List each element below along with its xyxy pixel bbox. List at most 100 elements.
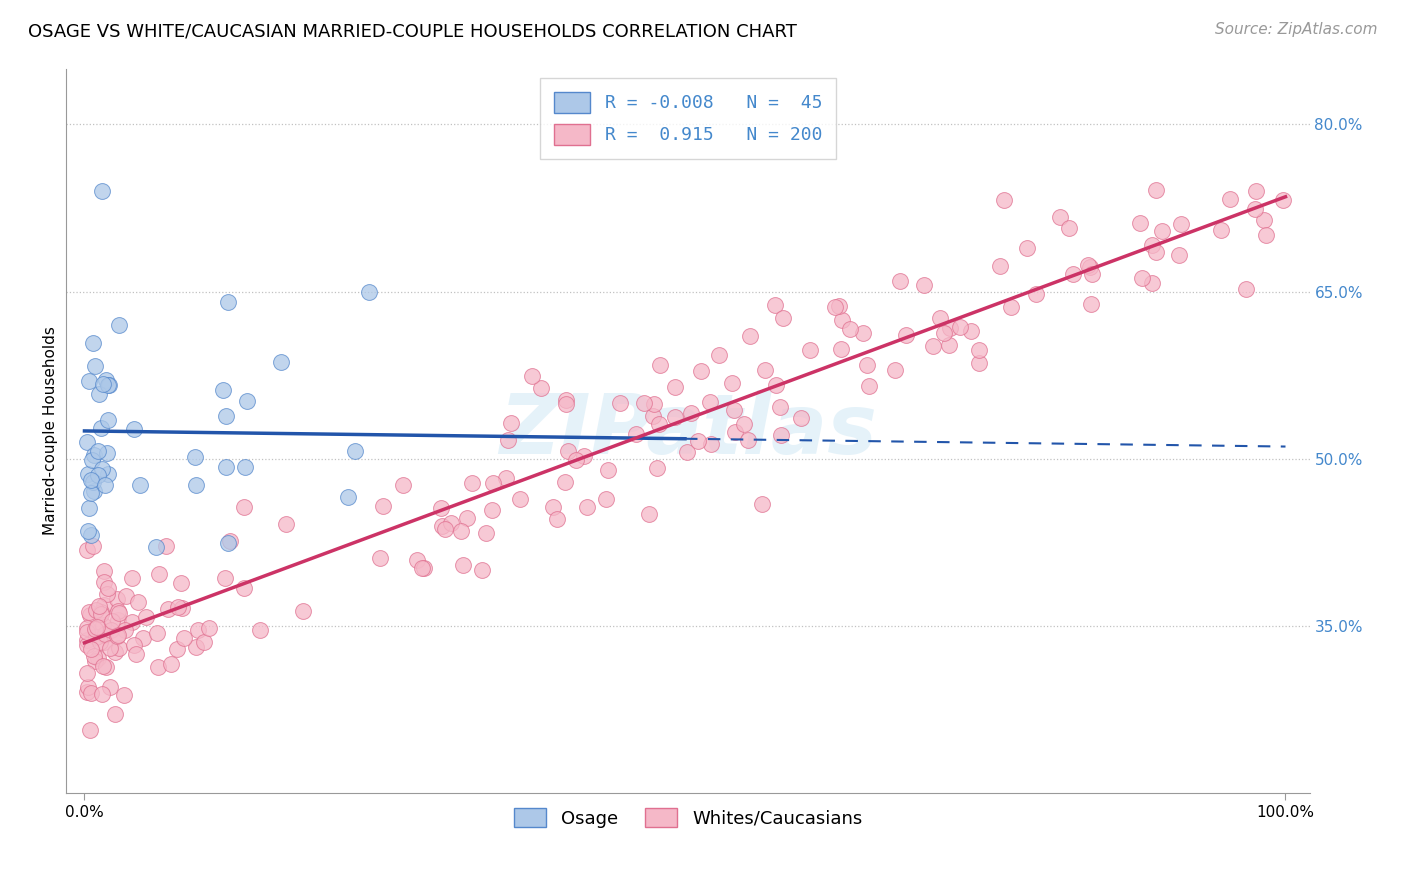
Point xyxy=(91,184,114,198)
Point xyxy=(170,576,193,591)
Point xyxy=(959,324,981,338)
Legend: Osage, Whites/Caucasians: Osage, Whites/Caucasians xyxy=(506,801,869,835)
Point xyxy=(146,626,169,640)
Point xyxy=(107,613,129,627)
Point xyxy=(97,378,120,392)
Point xyxy=(80,528,103,542)
Point xyxy=(76,639,98,653)
Point xyxy=(87,444,110,458)
Point xyxy=(1000,300,1022,314)
Point xyxy=(166,599,188,614)
Point xyxy=(132,631,155,645)
Point xyxy=(1077,258,1099,272)
Point xyxy=(170,601,193,615)
Point xyxy=(84,602,107,616)
Point xyxy=(1059,221,1081,235)
Point xyxy=(93,564,115,578)
Point xyxy=(76,621,98,635)
Point xyxy=(77,524,100,539)
Point xyxy=(1253,213,1275,227)
Point xyxy=(173,631,195,645)
Point xyxy=(291,604,314,618)
Point xyxy=(344,443,367,458)
Point xyxy=(724,425,747,440)
Point xyxy=(105,591,128,606)
Point xyxy=(80,452,103,467)
Point xyxy=(929,311,952,326)
Point xyxy=(676,445,699,459)
Point xyxy=(1015,241,1038,255)
Point xyxy=(129,478,152,492)
Point xyxy=(770,427,793,442)
Point xyxy=(824,301,846,315)
Point xyxy=(91,462,114,476)
Point xyxy=(1130,271,1153,285)
Point xyxy=(93,635,115,649)
Point xyxy=(76,680,98,694)
Point xyxy=(498,434,520,448)
Point xyxy=(122,422,145,436)
Point xyxy=(765,378,787,392)
Point xyxy=(370,551,392,566)
Point xyxy=(98,640,121,655)
Point xyxy=(686,434,709,449)
Point xyxy=(737,433,759,447)
Point xyxy=(79,605,101,619)
Point xyxy=(707,348,730,362)
Point xyxy=(392,477,415,491)
Point xyxy=(1219,192,1241,206)
Point xyxy=(856,358,879,372)
Point xyxy=(938,338,960,352)
Point xyxy=(664,380,686,394)
Point xyxy=(93,598,115,612)
Point xyxy=(232,581,254,595)
Point xyxy=(76,624,98,639)
Point xyxy=(993,194,1015,208)
Point xyxy=(664,410,686,425)
Point xyxy=(1246,184,1268,198)
Point xyxy=(219,534,242,549)
Point xyxy=(509,492,531,507)
Point xyxy=(471,563,494,577)
Point xyxy=(90,606,112,620)
Point xyxy=(1236,283,1258,297)
Point xyxy=(127,594,149,608)
Point xyxy=(790,411,813,425)
Point xyxy=(546,512,568,526)
Point xyxy=(77,467,100,481)
Point xyxy=(96,659,118,673)
Point xyxy=(77,374,100,388)
Point xyxy=(641,409,664,423)
Point xyxy=(104,706,127,721)
Point xyxy=(107,604,129,618)
Point xyxy=(830,342,852,356)
Point xyxy=(721,376,744,391)
Point xyxy=(79,641,101,656)
Point xyxy=(1062,267,1084,281)
Text: ZIPatlas: ZIPatlas xyxy=(499,391,877,472)
Point xyxy=(555,397,578,411)
Point xyxy=(690,364,713,378)
Point xyxy=(738,328,761,343)
Point xyxy=(187,623,209,637)
Point xyxy=(557,444,579,458)
Point xyxy=(440,516,463,531)
Point xyxy=(1272,194,1295,208)
Point xyxy=(76,543,98,558)
Point xyxy=(700,437,723,451)
Point xyxy=(104,645,127,659)
Point xyxy=(949,319,972,334)
Point xyxy=(456,511,478,525)
Point xyxy=(967,356,990,370)
Point xyxy=(96,587,118,601)
Point xyxy=(576,500,599,515)
Point xyxy=(108,606,131,620)
Point xyxy=(430,519,453,533)
Point xyxy=(754,362,776,376)
Point xyxy=(270,355,292,369)
Point xyxy=(93,627,115,641)
Point xyxy=(643,397,665,411)
Point xyxy=(1168,247,1191,261)
Point xyxy=(98,681,121,695)
Point xyxy=(451,558,474,572)
